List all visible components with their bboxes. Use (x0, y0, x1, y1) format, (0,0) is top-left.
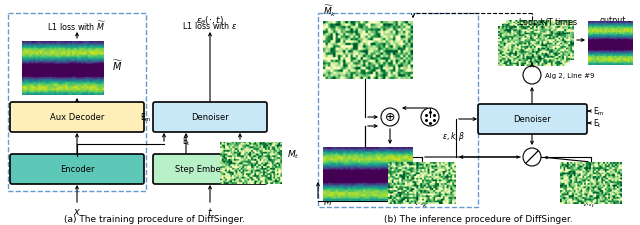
Text: $\widetilde{M}_k$: $\widetilde{M}_k$ (415, 194, 429, 209)
FancyBboxPatch shape (10, 154, 144, 184)
Text: (a) The training procedure of DiffSinger.: (a) The training procedure of DiffSinger… (65, 215, 246, 223)
Text: $\epsilon, k, \beta$: $\epsilon, k, \beta$ (442, 129, 465, 142)
Text: $\mathrm{E_t}$: $\mathrm{E_t}$ (182, 135, 191, 147)
Text: Denoiser: Denoiser (513, 115, 551, 124)
Text: $M_t$: $M_t$ (287, 148, 300, 160)
Text: L1 loss with $\epsilon$: L1 loss with $\epsilon$ (182, 20, 238, 31)
Text: $\mathrm{E_m}$: $\mathrm{E_m}$ (593, 105, 605, 118)
FancyBboxPatch shape (478, 105, 587, 134)
Text: Alg 2, Line #9: Alg 2, Line #9 (545, 73, 595, 79)
Text: Aux Decoder: Aux Decoder (50, 113, 104, 122)
Text: $\widetilde{M}$: $\widetilde{M}$ (323, 194, 334, 207)
Text: $\mathrm{E_t}$: $\mathrm{E_t}$ (593, 117, 602, 130)
Text: Loop $k$/T times: Loop $k$/T times (518, 16, 578, 29)
Text: L1 loss with $\widetilde{M}$: L1 loss with $\widetilde{M}$ (47, 20, 107, 33)
FancyBboxPatch shape (153, 103, 267, 132)
Text: output: output (600, 16, 626, 25)
Text: Encoder: Encoder (60, 165, 94, 174)
Text: $t$: $t$ (207, 205, 213, 217)
Text: $\oplus$: $\oplus$ (385, 111, 396, 124)
Text: $\widetilde{M}_k$: $\widetilde{M}_k$ (323, 4, 337, 19)
Text: $\widetilde{M}$: $\widetilde{M}$ (112, 58, 124, 73)
Text: $M_T$: $M_T$ (583, 197, 597, 209)
Text: Step Embedding: Step Embedding (175, 165, 245, 174)
Text: $\mathrm{E_m}$: $\mathrm{E_m}$ (140, 111, 152, 124)
Text: $x$: $x$ (73, 206, 81, 216)
Text: $\epsilon_\theta(\cdot,t)$: $\epsilon_\theta(\cdot,t)$ (196, 14, 224, 27)
FancyBboxPatch shape (153, 154, 267, 184)
Text: (b) The inference procedure of DiffSinger.: (b) The inference procedure of DiffSinge… (384, 215, 572, 223)
FancyBboxPatch shape (10, 103, 144, 132)
Text: Denoiser: Denoiser (191, 113, 229, 122)
